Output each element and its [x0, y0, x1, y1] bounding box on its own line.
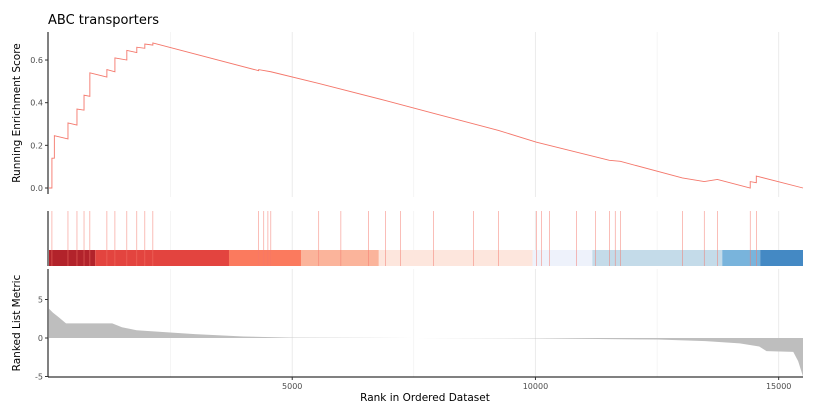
y-axis-label-es: Running Enrichment Score: [11, 43, 23, 183]
metric-panel: [49, 308, 803, 377]
y-tick-label-metric: -5: [35, 373, 43, 382]
color-band: [760, 250, 803, 266]
color-band: [532, 250, 593, 266]
ranked-metric-area: [49, 308, 803, 377]
y-tick-label-es: 0.2: [30, 141, 43, 150]
axes: 0.0 0.2 0.4 0.6 -5 0 5 5000 10000 15000: [30, 32, 803, 391]
grid-lines: [170, 32, 780, 377]
running-es-line: [49, 42, 804, 189]
color-band: [95, 250, 229, 266]
x-axis-label: Rank in Ordered Dataset: [360, 392, 490, 404]
color-band: [49, 250, 96, 266]
color-band: [300, 250, 379, 266]
color-band: [592, 250, 723, 266]
es-panel: [49, 42, 804, 189]
x-tick-label: 10000: [523, 382, 548, 391]
color-band: [228, 250, 301, 266]
y-tick-label-es: 0.6: [30, 56, 43, 65]
y-tick-label-es: 0.0: [30, 184, 43, 193]
chart-title: ABC transporters: [48, 13, 159, 28]
y-tick-label-es: 0.4: [30, 99, 43, 108]
y-axis-label-metric: Ranked List Metric: [11, 274, 23, 371]
color-band: [722, 250, 761, 266]
y-tick-label-metric: 0: [38, 334, 43, 343]
x-tick-label: 15000: [766, 382, 791, 391]
x-tick-label: 5000: [282, 382, 302, 391]
color-bands: [49, 250, 803, 266]
y-tick-label-metric: 5: [38, 296, 43, 305]
hit-marks: [51, 211, 757, 266]
color-band: [378, 250, 533, 266]
